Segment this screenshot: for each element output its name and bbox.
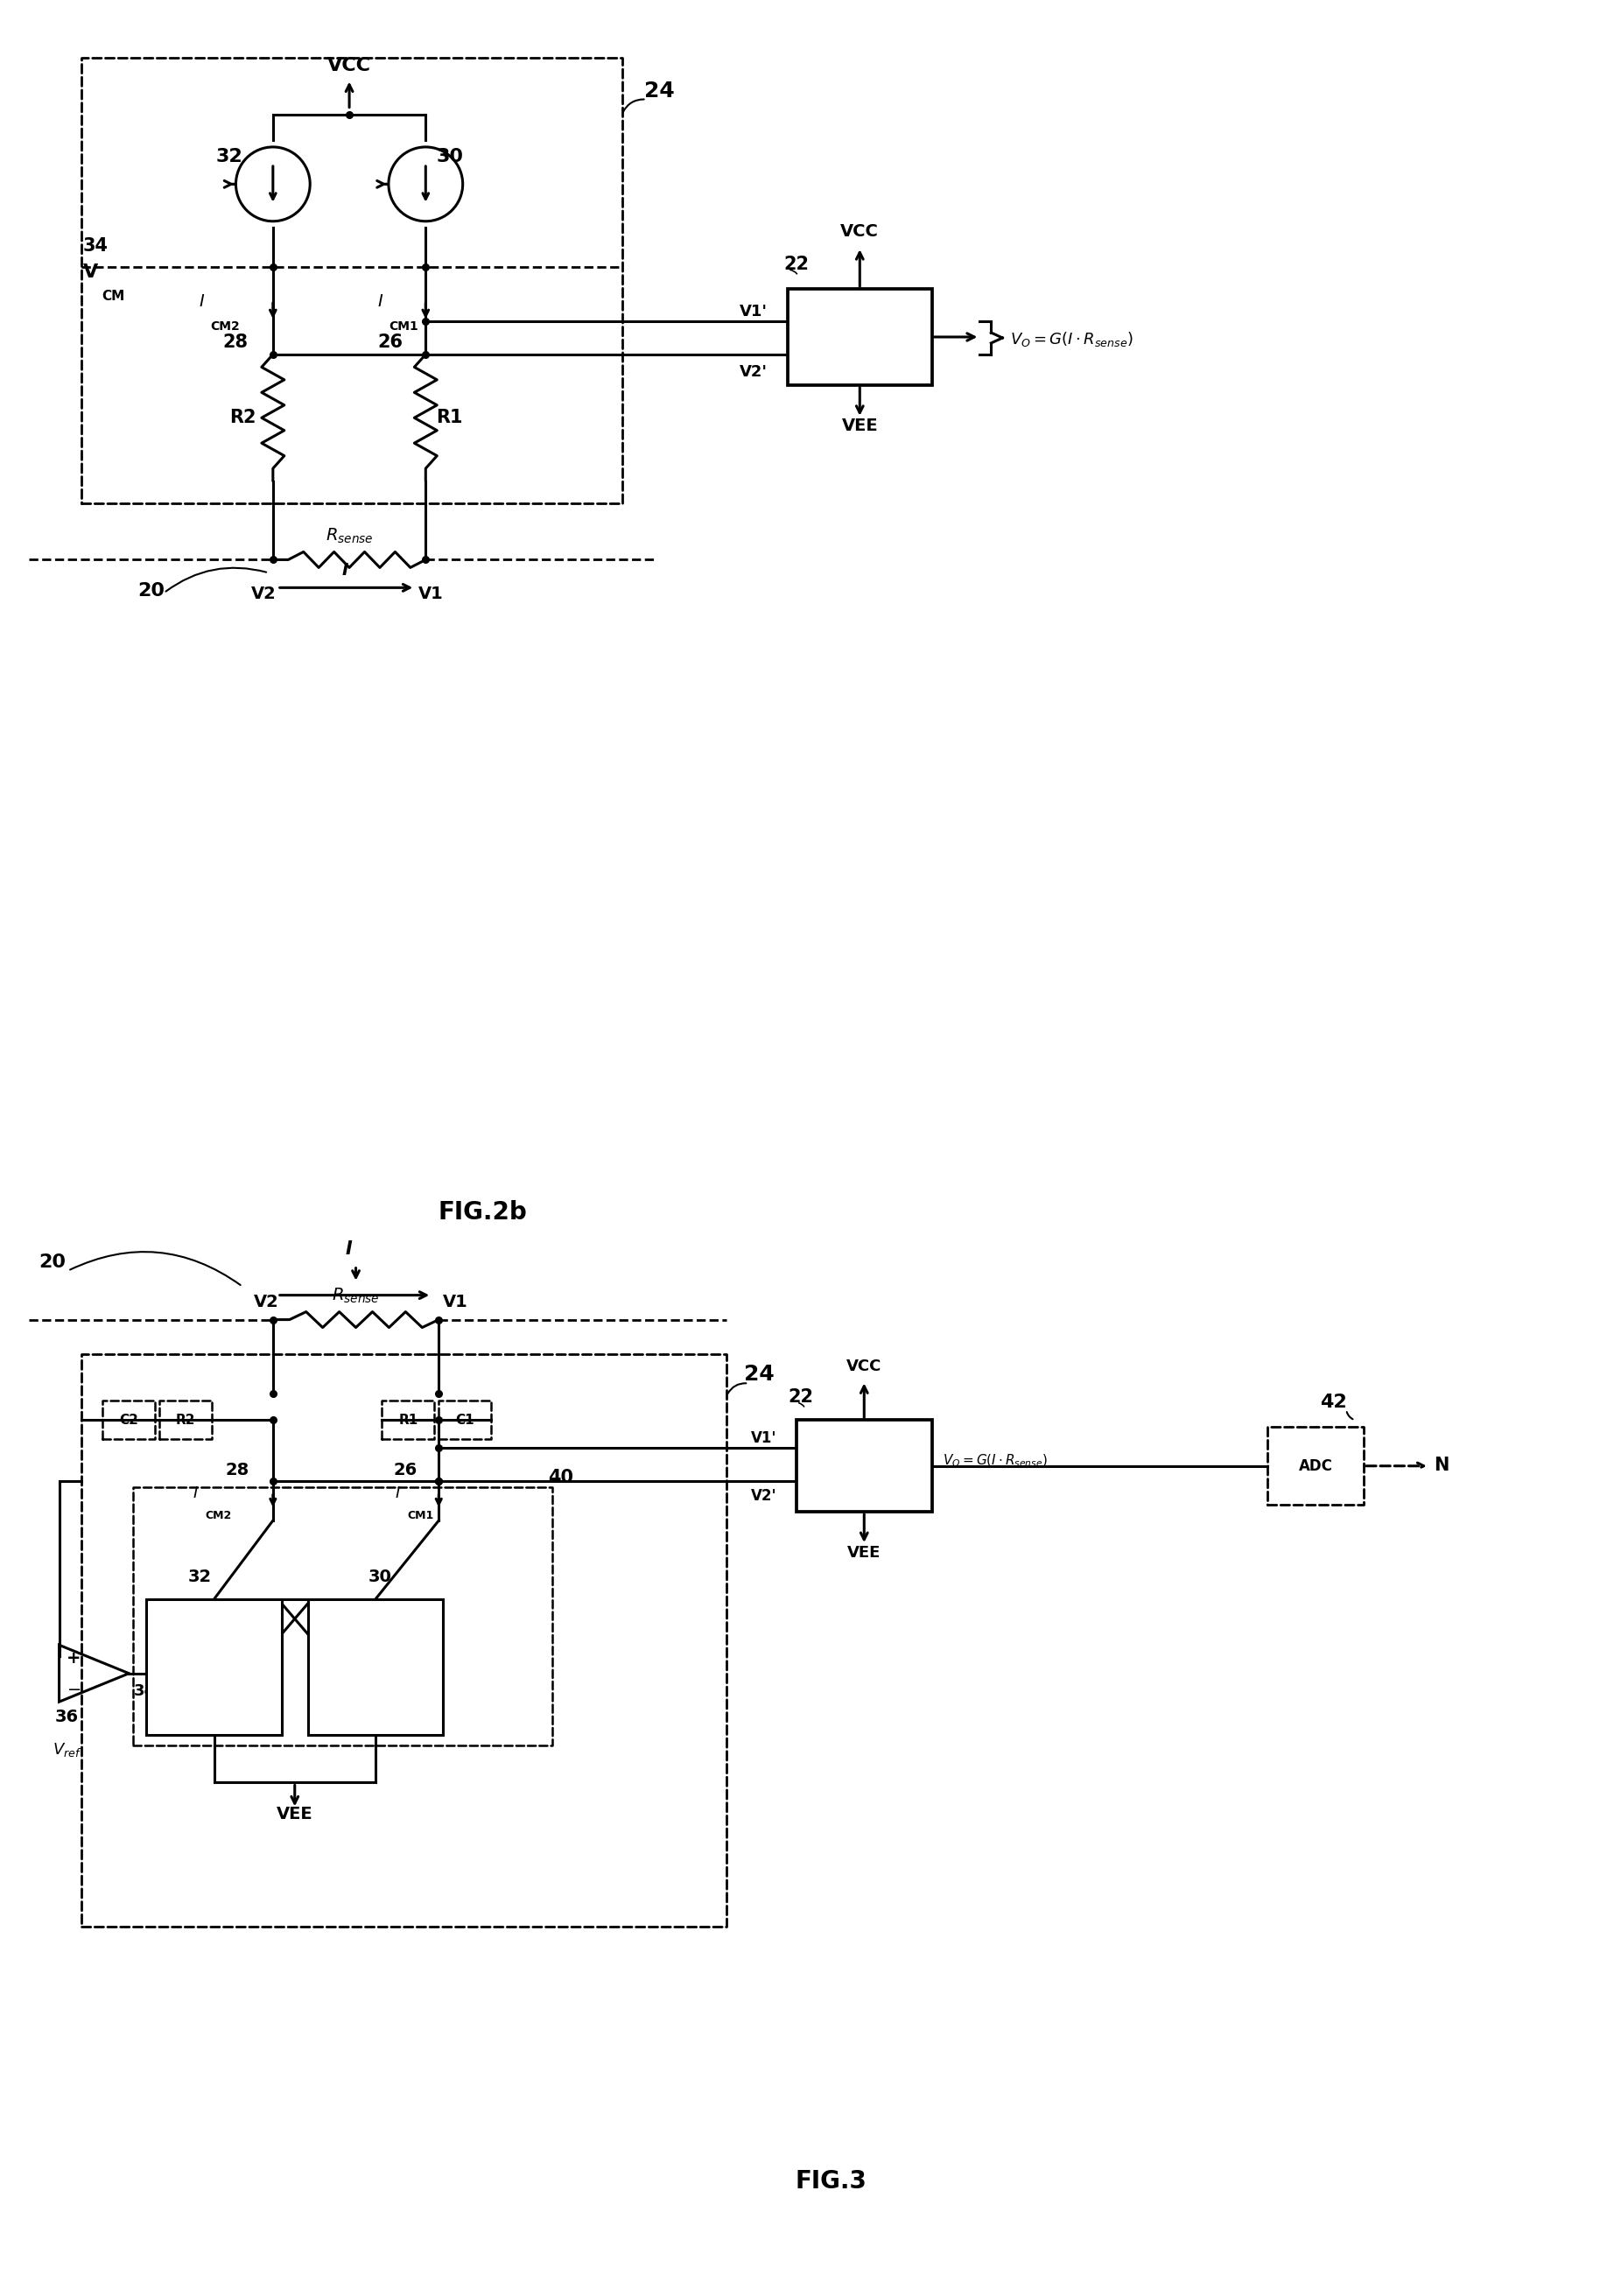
Text: $I$: $I$ <box>198 294 205 310</box>
Text: N: N <box>1434 1456 1448 1474</box>
Text: 34: 34 <box>83 236 109 255</box>
Text: VCC: VCC <box>840 223 878 241</box>
Text: GAIN: GAIN <box>838 319 882 335</box>
Text: 22: 22 <box>787 1389 813 1405</box>
Text: 22: 22 <box>784 255 810 273</box>
Text: FIG.3: FIG.3 <box>795 2170 867 2195</box>
Text: ADC: ADC <box>1299 1458 1333 1474</box>
Text: V1: V1 <box>443 1293 469 1311</box>
Text: $V_O = G(I \cdot R_{sense})$: $V_O = G(I \cdot R_{sense})$ <box>1010 331 1134 349</box>
Text: VCC: VCC <box>328 57 371 73</box>
Text: $I$: $I$ <box>395 1486 402 1502</box>
Text: R1: R1 <box>437 409 462 427</box>
Text: VEE: VEE <box>848 1545 882 1561</box>
Bar <box>307 1598 443 1733</box>
Text: 26: 26 <box>378 333 403 351</box>
Text: CM2: CM2 <box>205 1508 232 1520</box>
Text: R1: R1 <box>398 1414 418 1426</box>
Text: 32: 32 <box>216 149 243 165</box>
Text: $V_{ref}$: $V_{ref}$ <box>53 1740 82 1759</box>
Text: 20: 20 <box>138 583 165 599</box>
Text: V1': V1' <box>750 1430 778 1446</box>
Text: $I$: $I$ <box>378 294 384 310</box>
Text: V2': V2' <box>750 1488 778 1504</box>
Bar <box>147 1598 282 1733</box>
Text: $V_O = G(I \cdot R_{sense})$: $V_O = G(I \cdot R_{sense})$ <box>942 1453 1046 1469</box>
Text: $R_{sense}$: $R_{sense}$ <box>331 1286 379 1304</box>
Text: 24: 24 <box>643 80 674 101</box>
Text: $I$: $I$ <box>192 1486 198 1502</box>
Text: 28: 28 <box>222 333 248 351</box>
Text: V1: V1 <box>419 585 443 602</box>
Text: 24: 24 <box>744 1364 774 1384</box>
Text: 30: 30 <box>437 149 464 165</box>
Text: $-$: $-$ <box>66 1678 80 1697</box>
Text: CM1: CM1 <box>389 321 419 333</box>
Text: 28: 28 <box>226 1463 248 1479</box>
Text: I: I <box>342 563 349 579</box>
Text: MN1: MN1 <box>357 1660 394 1674</box>
Text: VCC: VCC <box>846 1359 882 1375</box>
Text: V1': V1' <box>739 303 768 319</box>
Text: C1: C1 <box>456 1414 474 1426</box>
Text: +: + <box>66 1651 80 1667</box>
Text: MN2: MN2 <box>195 1660 232 1674</box>
Bar <box>787 289 931 386</box>
Text: 42: 42 <box>1320 1394 1347 1412</box>
Text: 36: 36 <box>54 1708 78 1724</box>
Text: 32: 32 <box>187 1568 211 1584</box>
Text: STAGE: STAGE <box>832 347 888 363</box>
Text: 30: 30 <box>368 1568 392 1584</box>
Text: VEE: VEE <box>277 1807 314 1823</box>
Text: CM2: CM2 <box>210 321 240 333</box>
Text: 34: 34 <box>133 1683 155 1699</box>
Text: 20: 20 <box>38 1254 66 1270</box>
Text: C2: C2 <box>120 1414 139 1426</box>
Text: 26: 26 <box>394 1463 418 1479</box>
Text: V: V <box>83 264 98 280</box>
Text: GAIN: GAIN <box>843 1449 885 1465</box>
Text: $R_{sense}$: $R_{sense}$ <box>325 526 373 544</box>
Text: VEE: VEE <box>842 418 878 434</box>
Text: V2: V2 <box>254 1293 278 1311</box>
Text: V2': V2' <box>739 365 768 379</box>
Text: V2: V2 <box>251 585 277 602</box>
Text: 40: 40 <box>547 1469 573 1486</box>
Text: R2: R2 <box>229 409 256 427</box>
Bar <box>797 1421 931 1511</box>
Text: CM1: CM1 <box>408 1508 434 1520</box>
Text: I: I <box>346 1240 352 1258</box>
Text: CM: CM <box>102 289 125 303</box>
Text: R2: R2 <box>176 1414 195 1426</box>
Text: STAGE: STAGE <box>838 1474 891 1490</box>
Text: FIG.2b: FIG.2b <box>438 1201 526 1224</box>
